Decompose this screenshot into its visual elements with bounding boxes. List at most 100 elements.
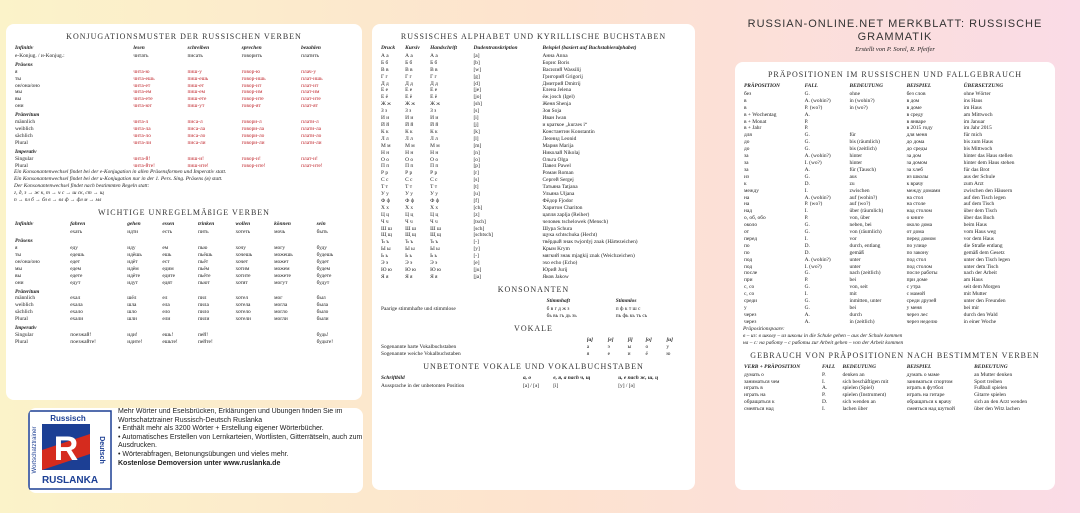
cell: ем bbox=[162, 245, 169, 252]
cell: bis Mittwoch bbox=[963, 146, 993, 153]
cell: заниматься чем bbox=[744, 378, 780, 385]
cell: хочу bbox=[235, 245, 246, 252]
row: среди G. inmitten, unter среди друзей unter … bbox=[743, 298, 1047, 305]
advert-text: Mehr Wörter und Eselsbrücken, Erklärunge… bbox=[118, 408, 363, 468]
cell: Шура Schura bbox=[542, 225, 573, 232]
cell: плат-им bbox=[301, 89, 320, 96]
cell: ехало bbox=[70, 309, 83, 316]
column-header: sprechen bbox=[241, 45, 262, 51]
cell: в 2015 году bbox=[906, 125, 933, 132]
cell: плат-ит bbox=[301, 82, 319, 89]
table: Stimmhaft Stimmlos Paarige stimmhafte und … bbox=[380, 297, 687, 320]
cell: A. (wohin?) bbox=[804, 194, 831, 201]
column-header: [e] bbox=[607, 336, 614, 343]
row: играть в A. spielen (Spiel) играть в футбол… bbox=[743, 385, 1047, 392]
cell: G. bbox=[804, 284, 810, 291]
cell: Т т bbox=[381, 184, 388, 191]
cell: G. bbox=[804, 139, 810, 146]
cell: А а bbox=[405, 52, 413, 59]
cell: иду bbox=[127, 245, 136, 252]
row: männlich ехал шёл ел пил хотел мог был bbox=[14, 295, 354, 302]
cell: unter bbox=[849, 263, 861, 270]
cell: пил bbox=[198, 295, 207, 302]
cell: sich an den Arzt wenden bbox=[974, 399, 1028, 406]
cell: в дом bbox=[906, 97, 920, 104]
cell: говор-ит bbox=[241, 82, 262, 89]
cell: Gitarre spielen bbox=[974, 392, 1007, 399]
cell: с мамой bbox=[906, 291, 926, 298]
cell: unter den Tisch legen bbox=[963, 256, 1010, 263]
cell: Ы ы bbox=[430, 246, 440, 253]
cell: перед bbox=[744, 235, 758, 242]
cell: ешь! bbox=[162, 332, 174, 338]
cell: едим bbox=[162, 265, 174, 272]
cell: заниматься спортом bbox=[906, 378, 953, 385]
cell: nach (zeitlich) bbox=[849, 270, 881, 277]
cell: над столом bbox=[906, 208, 932, 215]
cell: Ё ё bbox=[381, 94, 389, 101]
cell: vor bbox=[849, 235, 857, 242]
column-header: fahren bbox=[70, 221, 86, 228]
cell: Paarige stimmhafte und stimmlose bbox=[381, 305, 456, 312]
cell: G. bbox=[804, 298, 810, 305]
cell: мог bbox=[274, 295, 283, 302]
cell: bei mir bbox=[963, 305, 980, 311]
cell: думать о bbox=[744, 371, 764, 378]
row: Singular чита-й! пиш-и! говор-и! плат-и! bbox=[14, 156, 354, 163]
cell: до среды bbox=[906, 146, 928, 153]
cell: I. bbox=[804, 187, 808, 194]
cell: hinter bbox=[849, 159, 863, 166]
cell: шли bbox=[127, 316, 137, 323]
row: Ы ы Ы ы Ы ы [y] Крым Krym bbox=[380, 246, 687, 253]
cell: Ё ё bbox=[430, 94, 438, 101]
column-header: Stimmhaft bbox=[546, 297, 570, 304]
cell: [u] bbox=[473, 191, 480, 198]
text-line: г, д, з → ж к, т → ч с → ш ск, ст → щ bbox=[14, 190, 104, 197]
cell: было bbox=[316, 309, 329, 316]
cell: G. bbox=[804, 146, 810, 153]
cell: может bbox=[274, 258, 289, 265]
cell: над bbox=[744, 208, 753, 215]
cell: В в bbox=[405, 66, 413, 73]
cell: G. bbox=[804, 305, 810, 311]
authors: Erstellt von P. Sorel, R. Pfeifer bbox=[855, 46, 935, 53]
cell: хотят bbox=[235, 279, 248, 286]
row-group: Imperativ bbox=[15, 148, 37, 155]
row: У у У у У у [u] Ульяна Uljana bbox=[380, 191, 687, 198]
cell: Fußball spielen bbox=[974, 385, 1008, 392]
cell: [-] bbox=[473, 253, 479, 260]
cell: около дома bbox=[906, 222, 933, 229]
cell: Ъ ъ bbox=[405, 239, 414, 246]
cell: с, со bbox=[744, 291, 755, 298]
column-header: [a] bbox=[586, 336, 593, 343]
cell: идёте bbox=[127, 272, 140, 279]
cell: männlich bbox=[15, 295, 36, 302]
row: Plural поезжайте! идите! ешьте! пейте! будьте… bbox=[14, 339, 354, 346]
cell: писа-ли bbox=[187, 139, 206, 146]
cell: Леонид Leonid bbox=[542, 135, 577, 142]
cell: пиш-у bbox=[187, 68, 202, 75]
cell: а bbox=[586, 344, 590, 351]
row: Plural чита-ли писа-ли говори-ли плати-ли bbox=[14, 140, 354, 147]
cell: можешь bbox=[274, 252, 293, 259]
logo-text: RUSLANKA bbox=[42, 475, 98, 486]
cell: для bbox=[744, 132, 752, 139]
cell: при bbox=[744, 277, 753, 284]
column-header: PRÄPOSITION bbox=[744, 83, 780, 89]
row: Ё ё Ё ё Ё ё [jo] ёж josch (Igel) bbox=[380, 94, 687, 101]
cell: под bbox=[744, 256, 753, 263]
row: Präteritum bbox=[14, 110, 354, 119]
cell: из bbox=[744, 173, 750, 180]
row: до G. bis (räumlich) до дома bis zum Haus bbox=[743, 139, 1047, 146]
cell: G. bbox=[804, 173, 810, 180]
cell: am Mittwoch bbox=[963, 111, 993, 118]
cell bbox=[234, 332, 273, 339]
cell: О о bbox=[430, 156, 439, 163]
cell: пило bbox=[198, 309, 210, 316]
advert-link: Kostenlose Demoversion unter www.ruslank… bbox=[118, 459, 281, 467]
column-header: BEISPIEL bbox=[906, 363, 932, 370]
cell: перед домом bbox=[906, 235, 936, 242]
cell: A. bbox=[804, 166, 810, 173]
cell: G. bbox=[804, 229, 810, 236]
